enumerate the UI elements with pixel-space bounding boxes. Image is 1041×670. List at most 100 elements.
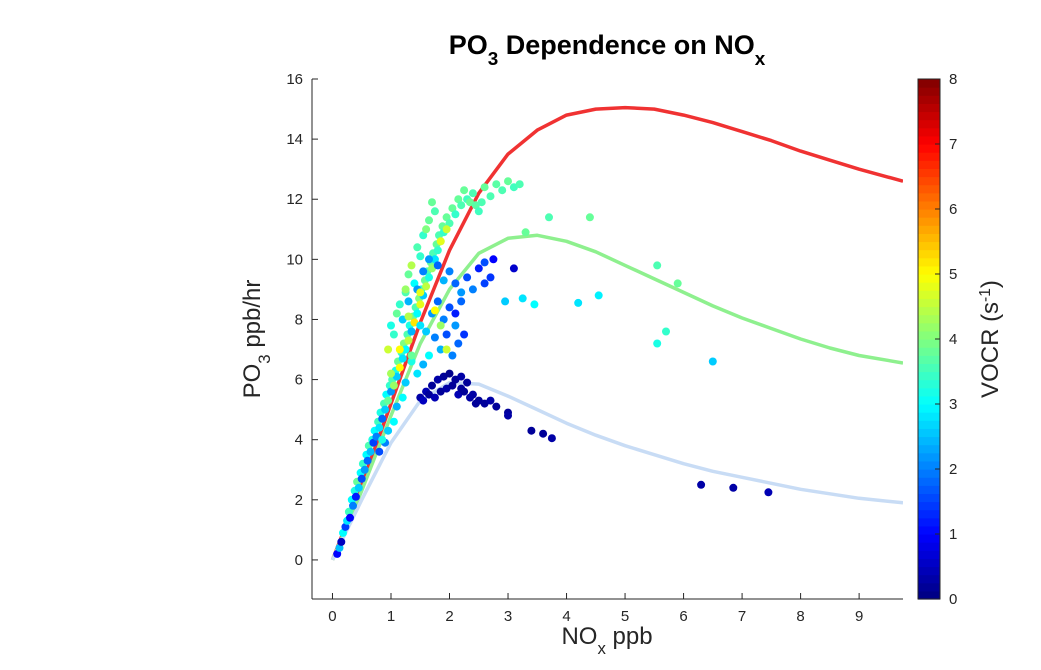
data-point [764, 488, 773, 497]
data-point [381, 405, 390, 414]
label-part: x [755, 49, 766, 70]
colorbar-stripe [918, 590, 940, 600]
y-tick-label: 12 [286, 191, 303, 208]
colorbar-stripe [918, 363, 940, 373]
data-point [419, 231, 428, 240]
model-curve [330, 105, 903, 561]
data-point [430, 255, 439, 264]
data-point [404, 270, 413, 279]
data-point [401, 378, 410, 387]
data-point [425, 255, 433, 264]
colorbar-stripe [918, 574, 940, 584]
colorbar-stripe [918, 249, 940, 259]
data-point [375, 423, 384, 432]
colorbar-stripe [918, 395, 940, 405]
data-point [425, 351, 433, 360]
y-tick-label: 2 [295, 492, 303, 509]
data-point [410, 279, 419, 288]
data-point [468, 285, 477, 294]
colorbar-label: VOCR (s-1) [977, 280, 1005, 398]
data-point [653, 339, 662, 348]
data-point [498, 186, 507, 195]
data-point [486, 273, 495, 282]
colorbar-tick-label: 2 [949, 461, 957, 478]
colorbar-stripe [918, 534, 940, 543]
data-point [527, 426, 536, 435]
data-point [480, 399, 489, 408]
data-point [407, 351, 416, 360]
colorbar-stripe [918, 111, 940, 121]
label-part: x [597, 639, 606, 658]
y-tick-label: 8 [295, 311, 303, 328]
data-point [395, 345, 404, 354]
label-part: -1 [977, 288, 994, 302]
data-point [463, 273, 472, 282]
data-point [451, 321, 460, 330]
colorbar-stripe [918, 176, 940, 186]
data-point [454, 339, 463, 348]
data-point [457, 297, 466, 306]
data-point [416, 321, 425, 330]
colorbar-stripe [918, 412, 940, 421]
colorbar-tick-label: 5 [949, 266, 957, 283]
colorbar-stripe [918, 444, 940, 454]
data-point [378, 435, 387, 444]
data-point [477, 198, 486, 207]
data-point [425, 216, 433, 225]
data-point [457, 288, 466, 297]
colorbar-stripe [918, 436, 940, 446]
data-point [407, 327, 416, 336]
colorbar-ticks: 0 1 2 3 4 5 6 7 8 [935, 71, 957, 608]
colorbar-stripe [918, 298, 940, 308]
colorbar-stripe [918, 550, 940, 559]
data-point [480, 279, 489, 288]
data-point [349, 501, 357, 510]
data-point [335, 543, 344, 552]
data-point [378, 414, 387, 423]
data-point [468, 189, 477, 198]
colorbar-stripe [918, 200, 940, 210]
data-point [363, 456, 372, 465]
data-point [442, 330, 451, 339]
data-point [501, 297, 510, 306]
data-point [413, 243, 422, 252]
data-point [445, 369, 454, 378]
data-point [489, 255, 498, 264]
x-tick-label: 1 [387, 608, 395, 625]
data-point [407, 261, 416, 270]
data-point [662, 327, 670, 336]
colorbar-stripe [918, 103, 940, 113]
data-point [428, 381, 436, 390]
data-point [389, 330, 398, 339]
data-point [419, 267, 428, 276]
data-point [354, 483, 363, 492]
colorbar-stripe [918, 233, 940, 243]
data-point [439, 315, 448, 324]
data-point [422, 282, 431, 291]
data-point [521, 228, 530, 237]
data-point [401, 345, 410, 354]
colorbar-stripe [918, 282, 940, 291]
data-point [518, 294, 527, 303]
data-point [653, 261, 662, 270]
label-part: PO [449, 30, 488, 60]
data-point [366, 447, 375, 456]
colorbar: 0 1 2 3 4 5 6 7 8 [917, 71, 957, 608]
colorbar-stripe [918, 339, 940, 348]
data-point [404, 297, 413, 306]
colorbar-stripe [918, 265, 940, 275]
colorbar-stripe [918, 477, 940, 486]
data-point [419, 396, 428, 405]
x-tick-label: 6 [679, 608, 687, 625]
data-point [480, 183, 489, 192]
colorbar-stripe [918, 379, 940, 389]
colorbar-stripe [918, 493, 940, 503]
data-point [430, 333, 439, 342]
data-point [351, 492, 360, 501]
data-point [425, 390, 433, 399]
data-point [384, 345, 393, 354]
colorbar-stripe [918, 274, 940, 283]
colorbar-stripe [918, 509, 940, 519]
